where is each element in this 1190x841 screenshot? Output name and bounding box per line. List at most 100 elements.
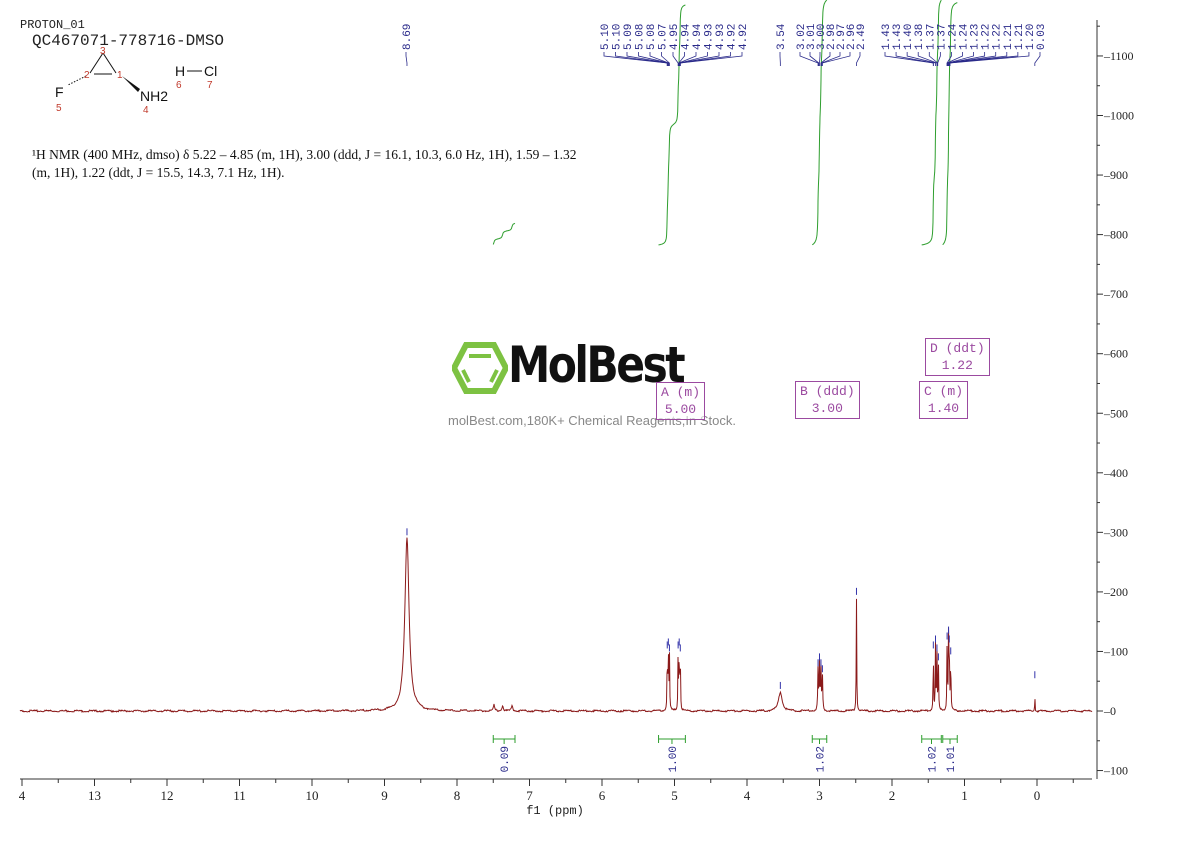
y-tick-label: –800 bbox=[1103, 228, 1128, 242]
x-tick-label: 4 bbox=[19, 788, 26, 803]
peak-label-connector bbox=[661, 52, 670, 66]
nmr-description: ¹H NMR (400 MHz, dmso) δ 5.22 – 4.85 (m,… bbox=[32, 147, 577, 180]
peak-label-connector bbox=[1034, 52, 1041, 66]
peak-label: 3.54 bbox=[776, 23, 788, 50]
peak-label-connector bbox=[820, 52, 831, 66]
multiplet-D[interactable]: D (ddt) 1.22 bbox=[925, 338, 990, 376]
peak-label: 4.92 bbox=[738, 24, 750, 50]
peak-label: 5.08 bbox=[646, 24, 658, 50]
peak-label: 4.94 bbox=[681, 23, 693, 50]
atom-number: 3 bbox=[100, 46, 106, 57]
peak-label: 4.93 bbox=[704, 24, 716, 50]
peak-label-connector bbox=[615, 52, 668, 66]
peak-label: 1.38 bbox=[914, 24, 926, 50]
peak-label: 1.37 bbox=[936, 24, 948, 50]
x-tick-label: 5 bbox=[671, 788, 678, 803]
integral-curve bbox=[942, 2, 958, 245]
peak-label: 5.10 bbox=[612, 24, 624, 50]
x-tick-label: 13 bbox=[88, 788, 101, 803]
peak-label: 1.20 bbox=[1025, 24, 1037, 50]
integral-curve bbox=[658, 4, 686, 246]
peak-label: 1.22 bbox=[981, 24, 993, 50]
peak-label: 2.98 bbox=[826, 24, 838, 50]
integral-value: 1.01 bbox=[946, 746, 958, 773]
x-tick-label: 4 bbox=[744, 788, 751, 803]
y-tick-label: –0 bbox=[1103, 704, 1116, 718]
peak-label-connector bbox=[819, 52, 821, 66]
peak-label: 3.01 bbox=[806, 23, 818, 50]
x-tick-label: 0 bbox=[1034, 788, 1041, 803]
y-tick-label: –600 bbox=[1103, 347, 1128, 361]
spectrum-trace bbox=[19, 537, 1093, 714]
y-tick-label: –100 bbox=[1103, 644, 1128, 658]
y-tick-label: –500 bbox=[1103, 406, 1128, 420]
integral-value: 1.00 bbox=[668, 746, 680, 772]
x-tick-label: 12 bbox=[161, 788, 174, 803]
integral-curve bbox=[921, 0, 942, 246]
experiment-name: PROTON_01 bbox=[20, 18, 85, 32]
peak-label-connector bbox=[678, 52, 697, 66]
peak-label-connector bbox=[948, 52, 997, 66]
y-tick-label: –900 bbox=[1103, 168, 1128, 182]
peak-label-connector bbox=[949, 52, 1030, 66]
x-tick-label: 3 bbox=[816, 788, 823, 803]
atom-number: 2 bbox=[84, 70, 90, 81]
y-tick-label: –700 bbox=[1103, 287, 1128, 301]
peak-label: 5.09 bbox=[623, 24, 635, 50]
atom-label: H bbox=[175, 63, 185, 79]
multiplet-A[interactable]: A (m) 5.00 bbox=[656, 382, 706, 420]
peak-label: 1.43 bbox=[881, 24, 893, 50]
multiplet-B[interactable]: B (ddd) 3.00 bbox=[795, 381, 860, 419]
peak-label: 5.08 bbox=[635, 24, 647, 50]
x-tick-label: 9 bbox=[381, 788, 388, 803]
peak-label: 1.43 bbox=[892, 24, 904, 50]
atom-number: 1 bbox=[117, 70, 123, 81]
x-tick-label: 6 bbox=[599, 788, 606, 803]
multiplet-C[interactable]: C (m) 1.40 bbox=[919, 381, 969, 419]
x-tick-label: 10 bbox=[306, 788, 319, 803]
peak-label: 4.95 bbox=[669, 24, 681, 50]
x-tick-label: 1 bbox=[961, 788, 968, 803]
integral-value: 1.02 bbox=[928, 746, 940, 772]
atom-number: 5 bbox=[56, 103, 62, 114]
peak-label: 2.96 bbox=[846, 24, 858, 50]
molecule-structure: 3 2 1 F 5 NH2 4 H Cl 6 7 bbox=[55, 46, 217, 116]
peak-label: 4.92 bbox=[727, 24, 739, 50]
y-tick-label: –1000 bbox=[1103, 109, 1134, 123]
integral-curve bbox=[492, 222, 516, 245]
peak-label: 3.00 bbox=[816, 24, 828, 50]
peak-label-connector bbox=[946, 52, 963, 66]
peak-label-connector bbox=[948, 52, 1019, 66]
atom-number: 6 bbox=[176, 80, 182, 91]
peak-label: 2.97 bbox=[836, 24, 848, 50]
peak-label: 4.94 bbox=[692, 23, 704, 50]
peak-label-connector bbox=[917, 52, 938, 66]
peak-label-connector bbox=[679, 52, 743, 66]
atom-number: 4 bbox=[143, 105, 149, 116]
atom-label: Cl bbox=[204, 63, 217, 79]
peak-label-connector bbox=[672, 52, 679, 66]
peak-label-connector bbox=[626, 52, 669, 66]
peak-label: 8.69 bbox=[402, 24, 414, 50]
peak-label-connector bbox=[906, 52, 936, 66]
y-tick-label: –400 bbox=[1103, 466, 1128, 480]
integral-value: 0.09 bbox=[500, 746, 512, 772]
integral-value: 1.02 bbox=[816, 746, 828, 772]
y-tick-label: –200 bbox=[1103, 585, 1128, 599]
peak-label: 1.40 bbox=[903, 24, 915, 50]
peak-label-connector bbox=[821, 52, 841, 66]
y-tick-label: –100 bbox=[1103, 764, 1128, 778]
x-tick-label: 7 bbox=[526, 788, 533, 803]
peak-label: 1.22 bbox=[992, 24, 1004, 50]
peak-label-connector bbox=[947, 52, 974, 66]
peak-label-connector bbox=[895, 52, 934, 66]
peak-label-connector bbox=[405, 52, 408, 66]
x-tick-label: 11 bbox=[233, 788, 246, 803]
watermark-brand: MolBest bbox=[508, 336, 686, 394]
x-tick-label: 8 bbox=[454, 788, 461, 803]
integral-curve bbox=[811, 0, 828, 246]
atom-number: 7 bbox=[207, 80, 213, 91]
peak-label-connector bbox=[649, 52, 670, 66]
peak-label-connector bbox=[822, 52, 851, 66]
peak-label: 3.02 bbox=[796, 24, 808, 50]
